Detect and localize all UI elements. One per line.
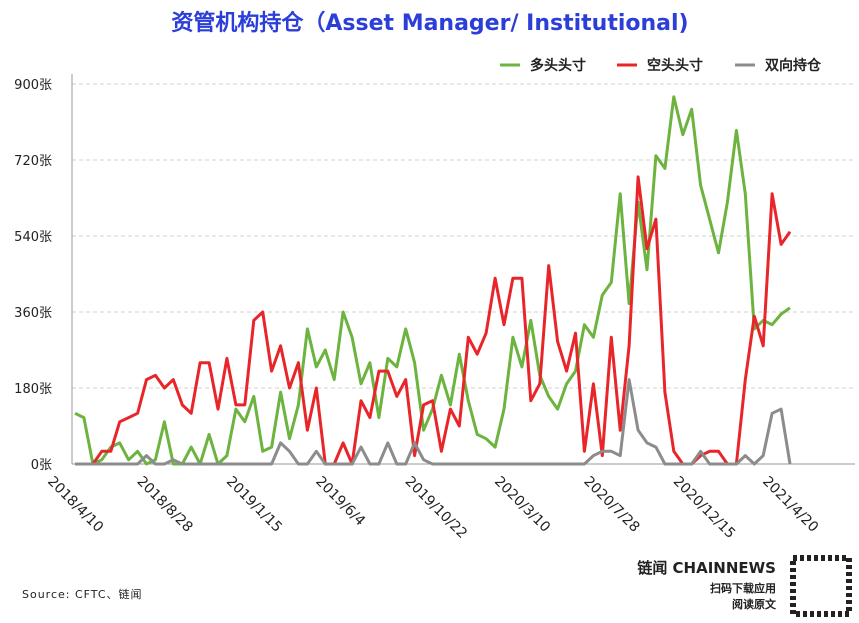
x-tick-label: 2018/8/28 xyxy=(134,474,196,536)
y-tick-label: 360张 xyxy=(14,306,52,321)
x-tick-label: 2021/4/20 xyxy=(759,474,821,536)
x-tick-label: 2020/12/15 xyxy=(670,474,738,542)
series-line xyxy=(75,175,792,466)
chart-title: 资管机构持仓（Asset Manager/ Institutional) xyxy=(171,10,688,36)
qr-code xyxy=(790,555,852,617)
source: Source: CFTC、链闻 xyxy=(22,587,143,601)
x-tick-label: 2019/1/15 xyxy=(223,474,285,536)
x-tick-label: 2018/4/10 xyxy=(44,474,106,536)
x-tick-label: 2019/6/4 xyxy=(312,474,368,530)
brand-sub: 扫码下载应用 xyxy=(710,581,776,595)
y-tick-label: 540张 xyxy=(14,230,52,245)
legend-label: 多头头寸 xyxy=(530,57,586,74)
legend-label: 双向持仓 xyxy=(765,57,822,74)
legend-label: 空头头寸 xyxy=(647,57,703,74)
x-tick-label: 2020/7/28 xyxy=(580,474,642,536)
y-tick-label: 900张 xyxy=(14,78,52,93)
brand-sub: 阅读原文 xyxy=(732,597,777,611)
y-tick-label: 180张 xyxy=(14,382,52,397)
brand: 链闻 CHAINNEWS xyxy=(637,559,776,577)
y-tick-label: 720张 xyxy=(14,154,52,169)
x-tick-label: 2020/3/10 xyxy=(491,474,553,536)
y-tick-label: 0张 xyxy=(31,458,52,473)
x-tick-label: 2019/10/22 xyxy=(402,474,470,542)
series-line xyxy=(75,378,792,466)
